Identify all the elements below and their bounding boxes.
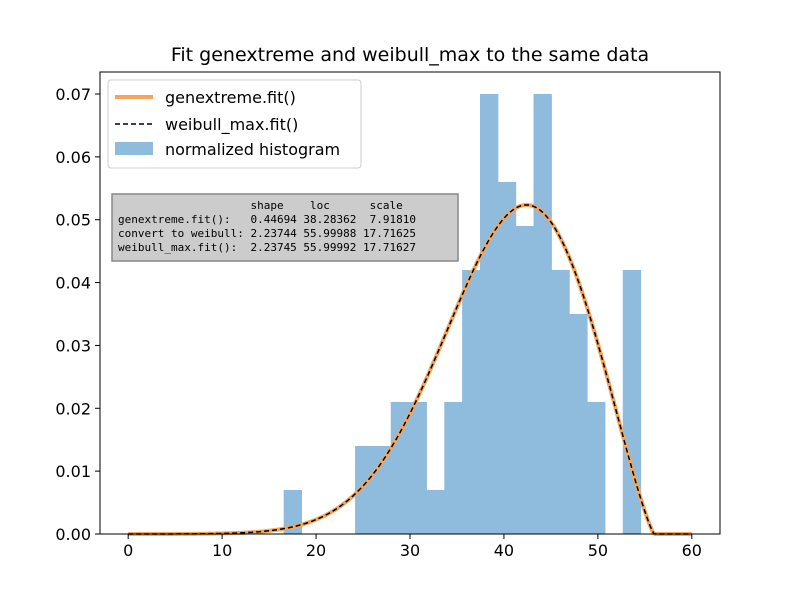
histogram-bar	[479, 94, 499, 534]
parameter-table-row-weibull-max: weibull_max.fit(): 2.23745 55.99992 17.7…	[118, 241, 416, 254]
histogram-bar	[551, 270, 570, 534]
y-tick-label: 0.07	[55, 85, 91, 104]
y-tick-label: 0.04	[55, 274, 91, 293]
x-tick-label: 10	[212, 541, 232, 560]
plot-area	[128, 94, 692, 536]
histogram-bar	[462, 270, 481, 534]
x-tick-label: 0	[123, 541, 133, 560]
histogram-bar	[283, 490, 302, 534]
histogram-bar	[355, 446, 374, 534]
histogram-bar	[569, 314, 588, 534]
x-axis: 0 10 20 30 40 50 60	[123, 534, 702, 560]
histogram-bars	[283, 94, 642, 534]
chart-title: Fit genextreme and weibull_max to the sa…	[171, 44, 649, 66]
weibull-max-pdf-line	[128, 204, 692, 535]
legend-label-weibull-max: weibull_max.fit()	[165, 115, 298, 135]
x-tick-label: 50	[588, 541, 608, 560]
y-tick-label: 0.03	[55, 336, 91, 355]
legend-swatch-histogram	[115, 142, 153, 155]
x-tick-label: 40	[494, 541, 514, 560]
legend: genextreme.fit() weibull_max.fit() norma…	[107, 79, 362, 169]
histogram-bar	[426, 490, 445, 534]
parameter-table-header: shape loc scale	[118, 199, 403, 212]
histogram-bar	[390, 402, 410, 534]
x-tick-label: 30	[400, 541, 420, 560]
x-tick-label: 60	[682, 541, 702, 560]
y-axis: 0.00 0.01 0.02 0.03 0.04 0.05 0.06 0.07	[55, 85, 100, 544]
legend-label-genextreme: genextreme.fit()	[165, 88, 296, 107]
parameter-table-box	[111, 193, 459, 262]
parameter-table-row-genextreme: genextreme.fit(): 0.44694 38.28362 7.918…	[118, 213, 416, 226]
y-tick-label: 0.06	[55, 148, 91, 167]
y-tick-label: 0.00	[55, 525, 91, 544]
parameter-table: shape loc scale genextreme.fit(): 0.4469…	[111, 193, 459, 262]
histogram-bar	[515, 226, 535, 534]
histogram-bar	[444, 402, 463, 534]
x-tick-label: 20	[306, 541, 326, 560]
y-tick-label: 0.05	[55, 211, 91, 230]
histogram-bar	[497, 182, 517, 534]
histogram-bar	[533, 94, 552, 534]
histogram-bar	[622, 270, 642, 534]
legend-box	[107, 79, 362, 169]
histogram-bar	[408, 402, 427, 534]
histogram-bar	[587, 402, 606, 534]
y-tick-label: 0.01	[55, 462, 91, 481]
y-tick-label: 0.02	[55, 399, 91, 418]
legend-label-histogram: normalized histogram	[165, 140, 340, 159]
parameter-table-row-convert: convert to weibull: 2.23744 55.99988 17.…	[118, 227, 416, 240]
